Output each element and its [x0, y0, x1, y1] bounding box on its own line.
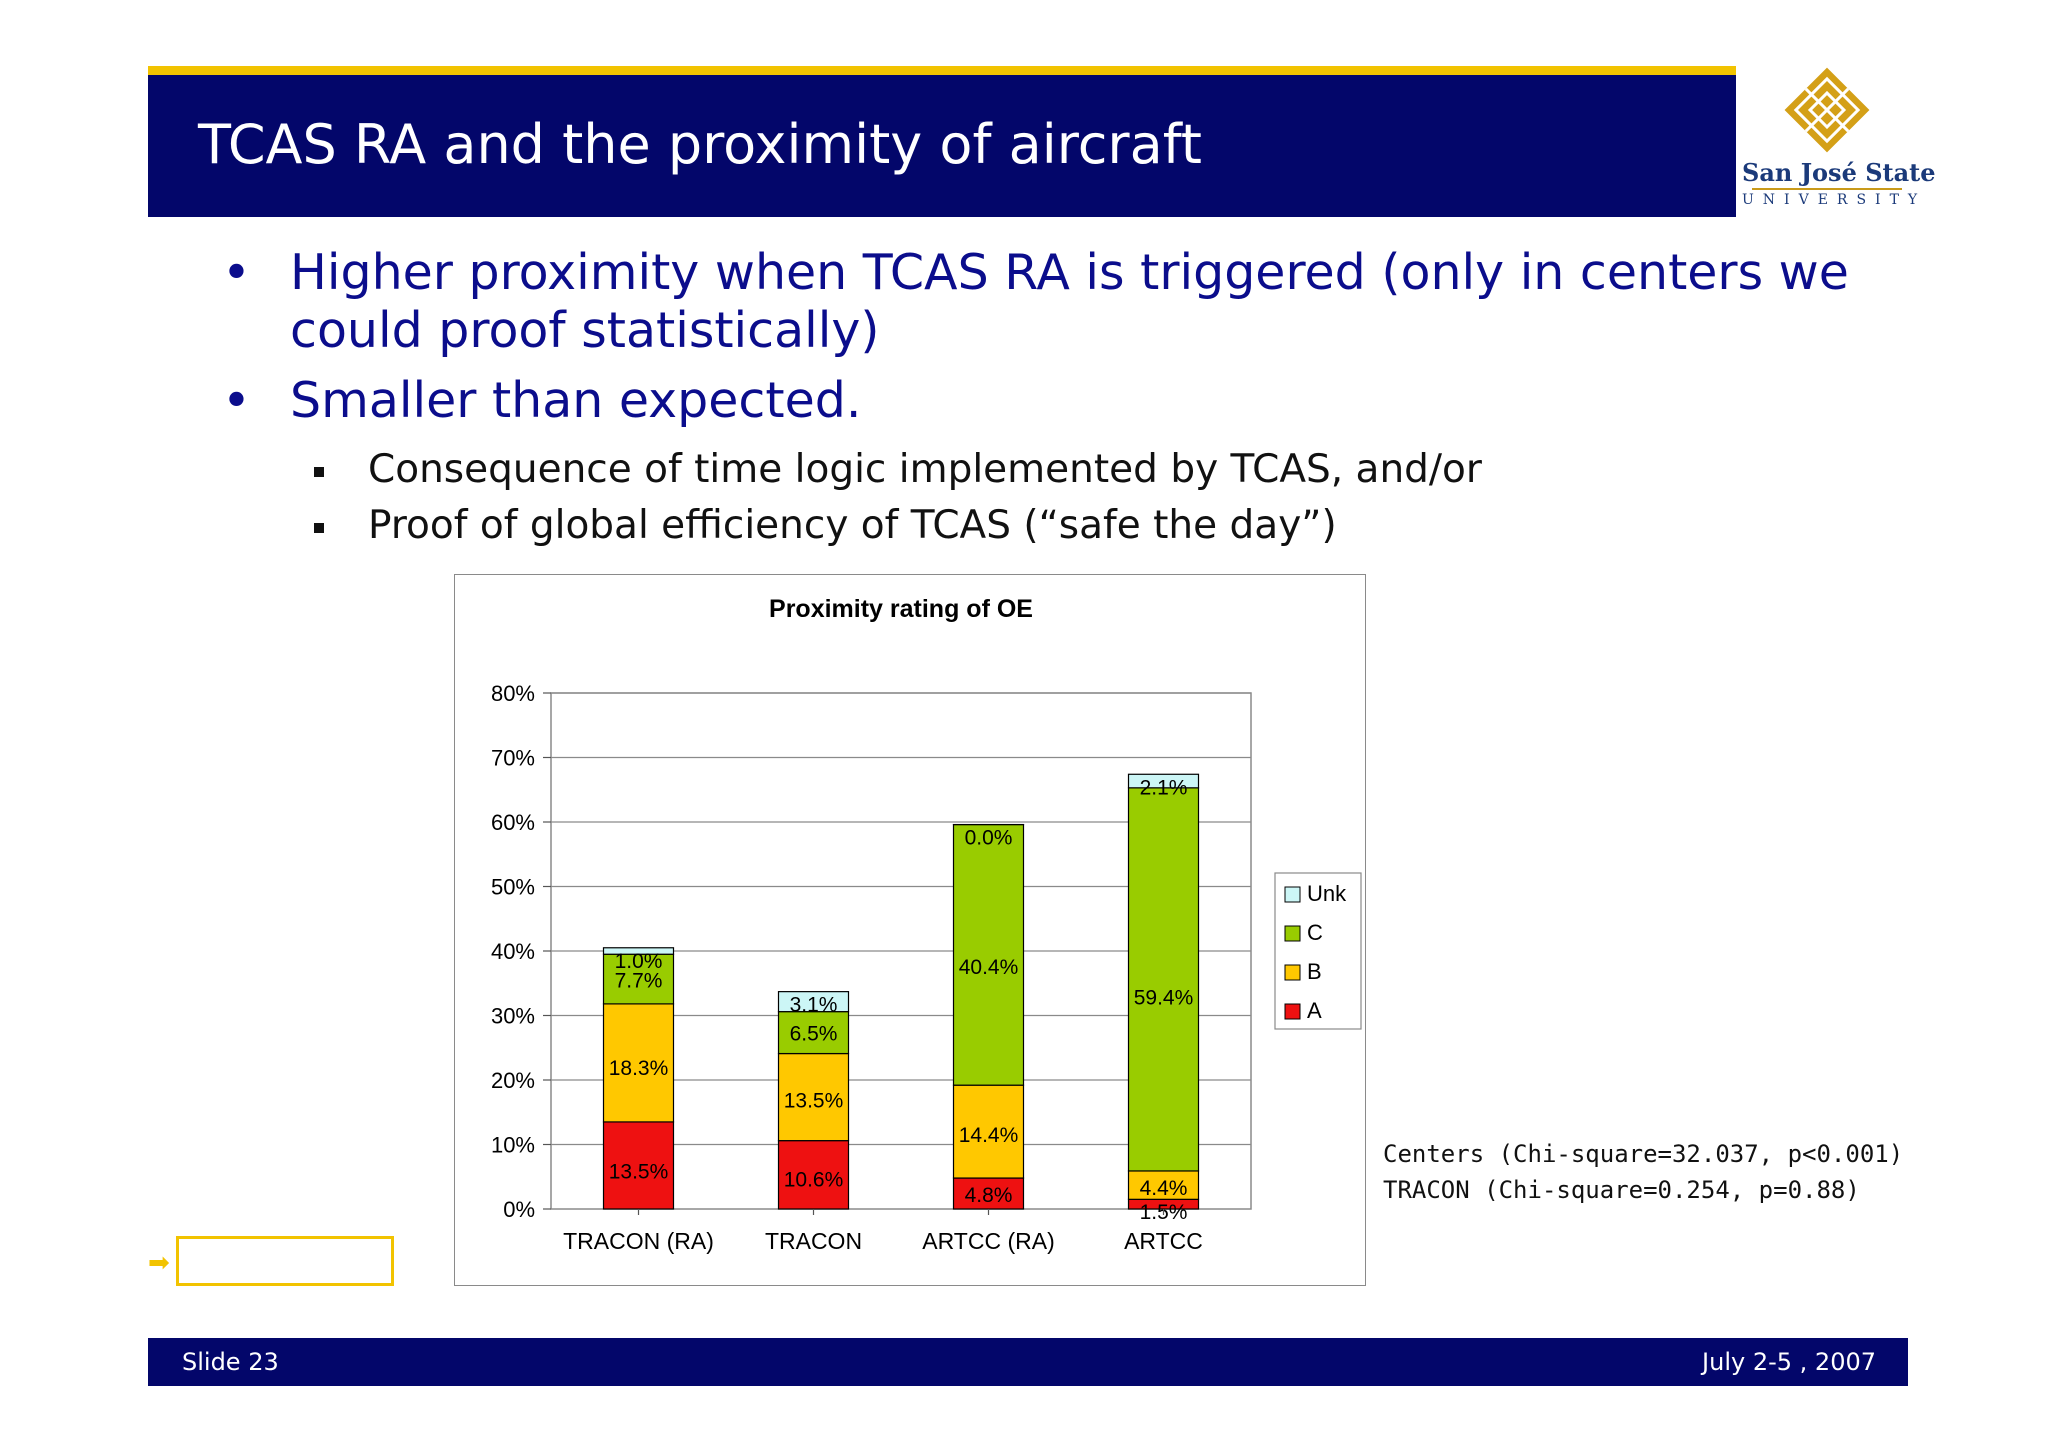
data-label: 13.5%	[609, 1160, 669, 1183]
bar-segment	[952, 823, 1025, 1086]
data-label: 0.0%	[965, 827, 1013, 850]
data-label: 40.4%	[959, 956, 1019, 979]
data-label: 4.4%	[1140, 1177, 1188, 1200]
legend-swatch	[1284, 1003, 1301, 1020]
data-label: 18.3%	[609, 1057, 669, 1080]
legend-swatch	[1284, 925, 1301, 942]
slide-number: Slide 23	[182, 1348, 279, 1376]
bar-segment	[952, 1084, 1025, 1179]
data-label: 3.1%	[790, 994, 838, 1017]
legend-swatch	[1284, 964, 1301, 981]
data-label: 1.0%	[615, 950, 663, 973]
sub-bullet-item: Consequence of time logic implemented by…	[210, 442, 1890, 498]
bar-segment	[602, 1003, 675, 1123]
bullet-item: • Smaller than expected.	[222, 372, 862, 429]
bar-segment	[1127, 773, 1200, 789]
data-label: 59.4%	[1134, 987, 1194, 1010]
legend-label: Unk	[1307, 881, 1347, 906]
x-tick-label: TRACON	[765, 1228, 862, 1254]
x-tick-label: TRACON (RA)	[563, 1228, 714, 1254]
title-bar: TCAS RA and the proximity of aircraft	[148, 75, 1736, 217]
y-tick-label: 70%	[491, 746, 535, 771]
university-logo: San José State UNIVERSITY	[1742, 66, 1936, 216]
bullet-item: • Higher proximity when TCAS RA is trigge…	[222, 244, 1849, 359]
slide-title: TCAS RA and the proximity of aircraft	[198, 113, 1202, 176]
y-tick-label: 40%	[491, 939, 535, 964]
logo-emblem-icon	[1784, 67, 1870, 153]
data-label: 7.7%	[615, 970, 663, 993]
y-tick-label: 50%	[491, 875, 535, 900]
x-tick-label: ARTCC (RA)	[922, 1228, 1054, 1254]
header-accent-rule	[148, 66, 1736, 75]
legend-label: B	[1307, 959, 1322, 984]
nav-link-box[interactable]	[176, 1236, 394, 1286]
sub-bullet-text: Proof of global efficiency of TCAS (“saf…	[368, 503, 1337, 548]
chart-canvas: Proximity rating of OE 0% 10% 20% 30% 40% 50% 6…	[491, 595, 1362, 1254]
bullet-text: Smaller than expected.	[290, 372, 862, 429]
slide-date: July 2-5 , 2007	[1702, 1348, 1876, 1376]
proximity-chart: Proximity rating of OE 0% 10% 20% 30% 40% 50% 6…	[454, 574, 1366, 1286]
data-label: 10.6%	[784, 1168, 844, 1191]
bar-segment	[777, 1011, 850, 1055]
x-tick-label: ARTCC	[1124, 1228, 1203, 1254]
data-label: 4.8%	[965, 1184, 1013, 1207]
bar-segment	[777, 1052, 850, 1142]
y-tick-label: 20%	[491, 1068, 535, 1093]
bar-segment	[777, 1140, 850, 1210]
data-label: 14.4%	[959, 1124, 1019, 1147]
logo-divider	[1752, 188, 1902, 190]
legend-label: A	[1307, 998, 1322, 1023]
data-label: 6.5%	[790, 1023, 838, 1046]
statistics-note: Centers (Chi-square=32.037, p<0.001) TRA…	[1383, 1136, 1903, 1208]
y-tick-label: 10%	[491, 1133, 535, 1158]
bullet-list: • Higher proximity when TCAS RA is trigge…	[210, 244, 1890, 554]
bar-segment	[1127, 787, 1200, 1172]
logo-name: San José State	[1742, 158, 1936, 187]
legend-label: C	[1307, 920, 1323, 945]
data-label: 13.5%	[784, 1089, 844, 1112]
bullet-text: Higher proximity when TCAS RA is trigger…	[290, 244, 1849, 359]
chart-title: Proximity rating of OE	[769, 595, 1033, 623]
y-tick-label: 80%	[491, 681, 535, 706]
sub-bullet-text: Consequence of time logic implemented by…	[368, 447, 1482, 492]
nav-arrow-icon[interactable]: ➡	[148, 1248, 170, 1278]
legend-swatch	[1284, 886, 1301, 903]
sub-bullet-item: Proof of global efficiency of TCAS (“saf…	[210, 498, 1890, 554]
bar-segment	[602, 947, 675, 955]
bar-segment	[777, 991, 850, 1013]
bar-segment	[602, 953, 675, 1005]
y-tick-label: 0%	[503, 1197, 535, 1222]
y-tick-label: 60%	[491, 810, 535, 835]
y-tick-label: 30%	[491, 1004, 535, 1029]
logo-subtitle: UNIVERSITY	[1742, 192, 1927, 208]
bar-segment	[1127, 1170, 1200, 1200]
footer-bar: Slide 23 July 2-5 , 2007	[148, 1338, 1908, 1386]
data-label: 2.1%	[1140, 776, 1188, 799]
stats-centers: Centers (Chi-square=32.037, p<0.001)	[1383, 1140, 1904, 1168]
stats-tracon: TRACON (Chi-square=0.254, p=0.88)	[1383, 1176, 1860, 1204]
